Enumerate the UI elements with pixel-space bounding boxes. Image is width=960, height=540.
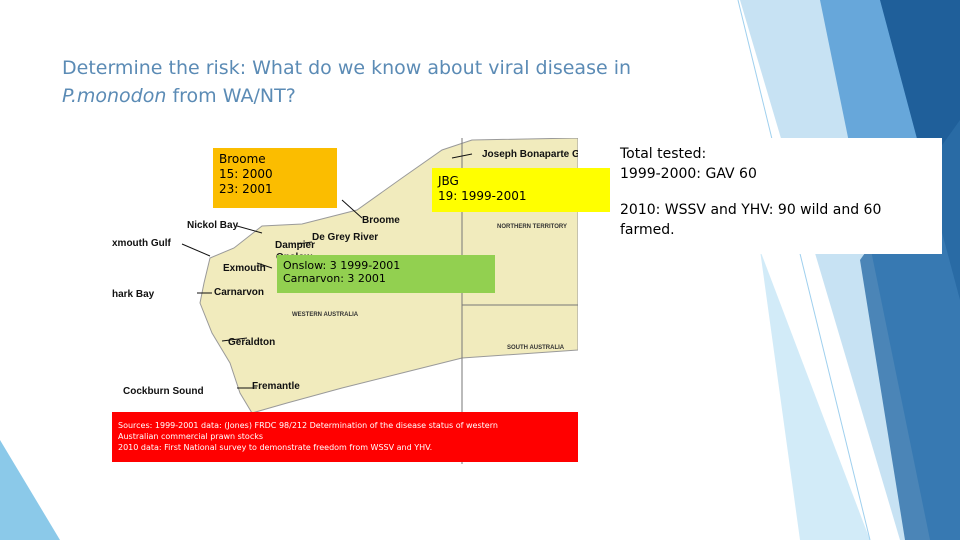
title-text: from WA/NT? — [172, 85, 296, 107]
broome-box: Broome 15: 2000 23: 2001 — [213, 148, 337, 208]
summary-text: 2010: WSSV and YHV: 90 wild and 60 farme… — [620, 202, 882, 238]
box-text: JBG — [438, 174, 459, 188]
box-text: Onslow: 3 1999-2001 — [283, 259, 401, 272]
title-italic: P.monodon — [62, 85, 167, 107]
box-text: 15: 2000 — [219, 167, 273, 181]
source-text: 2010 data: First National survey to demo… — [118, 443, 433, 452]
source-text: Australian commercial prawn stocks — [118, 432, 264, 441]
source-text: Sources: 1999-2001 data: (Jones) FRDC 98… — [118, 421, 498, 430]
title-text: Determine the risk: What do we know abou… — [62, 57, 632, 79]
place-label: hark Bay — [112, 289, 155, 300]
box-text: 23: 2001 — [219, 182, 273, 196]
jbg-box: JBG 19: 1999-2001 — [432, 168, 610, 212]
place-label: Cockburn Sound — [123, 386, 204, 397]
place-label: Exmouth — [223, 263, 266, 274]
sources-box: Sources: 1999-2001 data: (Jones) FRDC 98… — [112, 412, 578, 462]
summary-box: Total tested: 1999-2000: GAV 60 2010: WS… — [612, 138, 942, 254]
slide-title: Determine the risk: What do we know abou… — [62, 54, 702, 110]
region-label: SOUTH AUSTRALIA — [507, 345, 565, 351]
place-label: Fremantle — [252, 381, 300, 392]
place-label: Broome — [362, 215, 400, 226]
region-label: WESTERN AUSTRALIA — [292, 312, 359, 318]
box-text: Broome — [219, 152, 266, 166]
summary-text: 1999-2000: GAV 60 — [620, 166, 757, 182]
place-label: Dampier — [275, 240, 315, 251]
box-text: 19: 1999-2001 — [438, 189, 527, 203]
place-label: De Grey River — [312, 232, 378, 243]
place-label: xmouth Gulf — [112, 238, 172, 249]
place-label: Carnarvon — [214, 287, 264, 298]
place-label: Nickol Bay — [187, 220, 239, 231]
region-label: NORTHERN TERRITORY — [497, 224, 567, 230]
place-label: Joseph Bonaparte G — [482, 149, 578, 160]
place-label: Geraldton — [228, 337, 275, 348]
box-text: Carnarvon: 3 2001 — [283, 272, 386, 285]
onslow-box: Onslow: 3 1999-2001 Carnarvon: 3 2001 — [277, 255, 495, 293]
summary-text: Total tested: — [620, 146, 707, 162]
